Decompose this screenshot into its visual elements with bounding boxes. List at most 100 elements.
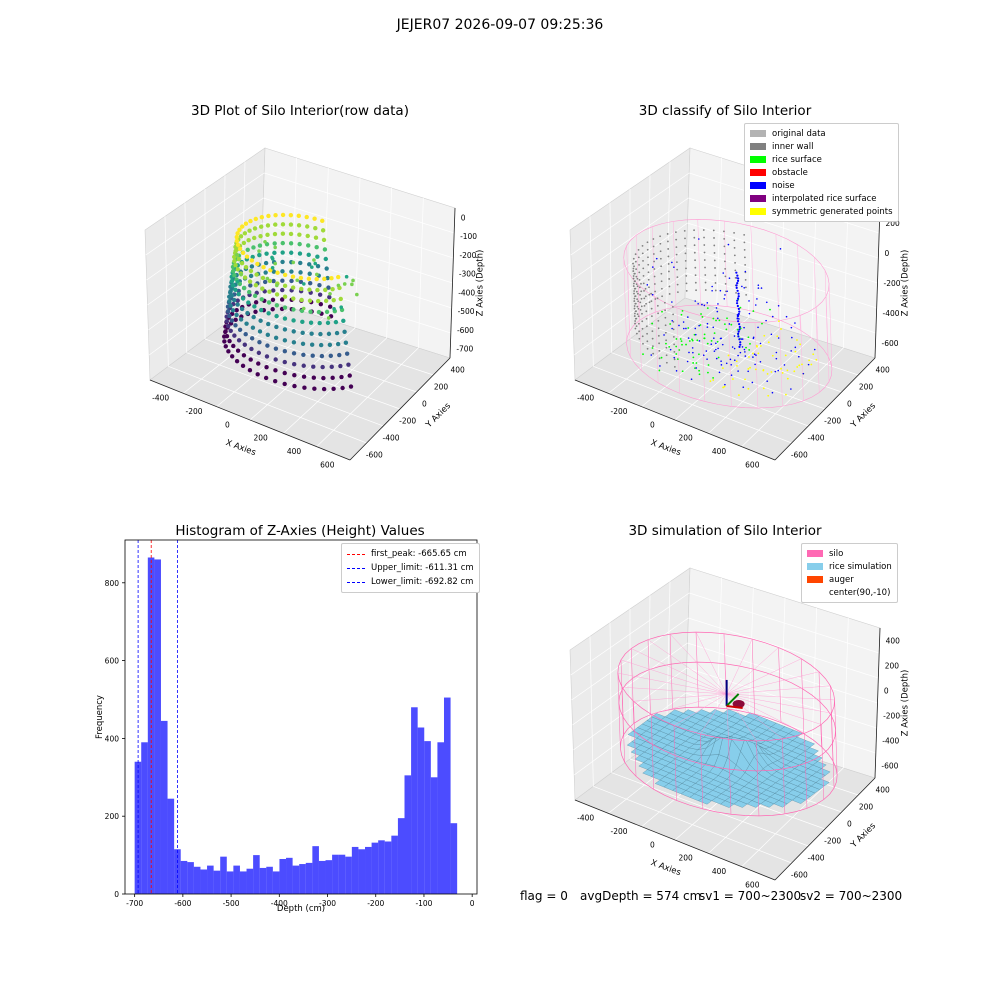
- classify-surface-point: [698, 373, 701, 376]
- raw-point: [235, 231, 240, 236]
- histogram-bar: [338, 854, 346, 894]
- classify-wall-point: [673, 358, 676, 361]
- raw-point: [250, 325, 256, 330]
- classify-wall-point: [654, 298, 657, 300]
- raw-point: [314, 244, 319, 250]
- raw-point: [339, 374, 344, 380]
- classify-surface-point: [749, 342, 751, 345]
- raw-point: [318, 301, 324, 307]
- rice-surface-cell: [745, 712, 760, 720]
- raw-point: [257, 339, 262, 345]
- raw-point: [249, 336, 255, 341]
- raw-z-tick-label: -600: [457, 326, 474, 335]
- classify-z-tick-label: -400: [883, 309, 900, 318]
- raw-point: [236, 292, 241, 297]
- classify-noise-point: [790, 350, 792, 352]
- raw-point: [223, 329, 228, 334]
- rice-surface-cell: [669, 709, 684, 717]
- simulation-z-tick-label: -200: [883, 712, 900, 721]
- classify-surface-point: [749, 366, 751, 369]
- classify-noise-point: [775, 351, 778, 354]
- raw-point: [241, 353, 247, 358]
- classify-wall-point: [673, 365, 676, 368]
- raw-point: [251, 245, 256, 250]
- raw-point: [272, 378, 278, 384]
- simulation-legend: silo rice simulation auger center(90,-10): [801, 543, 898, 603]
- raw-point: [265, 332, 271, 338]
- histogram-x-tick-label: -500: [223, 899, 240, 908]
- raw-point: [348, 384, 354, 389]
- histogram-bar: [259, 867, 267, 894]
- raw-point: [249, 346, 254, 352]
- silo-strut: [821, 724, 824, 800]
- raw-point: [282, 349, 288, 354]
- simulation-x-tick-label: -400: [577, 814, 594, 823]
- histogram-legend-label: Lower_limit: -692.82 cm: [371, 577, 474, 587]
- raw-point: [307, 287, 312, 292]
- raw-point: [232, 297, 237, 303]
- classify-noise-point: [731, 346, 734, 348]
- classify-silo-strut: [728, 320, 732, 407]
- raw-point: [275, 283, 279, 288]
- classify-surface-point: [766, 372, 769, 375]
- silo-strut: [778, 647, 782, 723]
- simulation-x-tick-label: 400: [712, 867, 727, 876]
- raw-point: [224, 334, 230, 339]
- raw-point: [289, 278, 294, 284]
- classify-noise-point: [655, 257, 658, 260]
- classify-wall-point: [704, 289, 707, 291]
- classify-silo-strut: [638, 284, 642, 371]
- classify-noise-point: [712, 326, 715, 329]
- classify-noise-point: [706, 326, 709, 328]
- simulation-legend-item: silo: [807, 547, 892, 560]
- classify-wall-point: [635, 332, 638, 335]
- histogram-bar: [207, 865, 214, 894]
- raw-point: [230, 268, 236, 274]
- classify-wall-point: [745, 286, 747, 289]
- classify-legend-item: obstacle: [750, 166, 893, 179]
- classify-surface-point: [687, 327, 690, 329]
- classify-noise-point: [735, 284, 738, 287]
- classify-silo-strut: [797, 244, 801, 331]
- raw-point: [248, 273, 254, 279]
- raw-y-tick-label: 0: [422, 400, 427, 409]
- classify-surface-point: [668, 346, 671, 348]
- raw-point: [243, 332, 248, 337]
- raw-point: [329, 364, 334, 370]
- classify-wall-point: [646, 347, 649, 350]
- classify-wall-point: [636, 285, 639, 288]
- raw-point: [243, 264, 249, 270]
- classify-noise-point: [711, 285, 713, 288]
- classify-noise-point: [646, 284, 649, 286]
- classify-noise-point: [725, 362, 728, 365]
- raw-point: [263, 260, 269, 266]
- raw-point: [226, 349, 231, 354]
- raw-point: [342, 329, 347, 334]
- classify-wall-point: [650, 307, 653, 310]
- histogram-y-tick-label: 400: [105, 734, 120, 743]
- raw-point: [313, 235, 319, 240]
- raw-point: [264, 251, 269, 256]
- classify-noise-point: [738, 338, 741, 341]
- classify-surface-point: [698, 369, 701, 372]
- classify-surface-point: [722, 386, 725, 389]
- histogram-bar: [272, 871, 280, 894]
- classify-wall-point: [676, 268, 679, 271]
- histogram-bar: [266, 866, 273, 894]
- classify-surface-point: [735, 360, 738, 363]
- classify-wall-point: [635, 325, 638, 328]
- classify-wall-point: [665, 361, 668, 364]
- raw-point: [351, 278, 355, 283]
- raw-point: [228, 328, 233, 334]
- raw-point: [320, 228, 326, 233]
- raw-point: [340, 385, 345, 391]
- raw-point: [308, 309, 313, 314]
- raw-point: [225, 309, 231, 314]
- classify-noise-point: [743, 287, 746, 289]
- classify-surface-point: [810, 363, 813, 366]
- raw-point: [298, 279, 304, 285]
- classify-wall-point: [675, 238, 678, 241]
- classify-wall-point: [637, 300, 640, 303]
- classify-noise-point: [738, 325, 741, 328]
- classify-surface-point: [744, 378, 746, 381]
